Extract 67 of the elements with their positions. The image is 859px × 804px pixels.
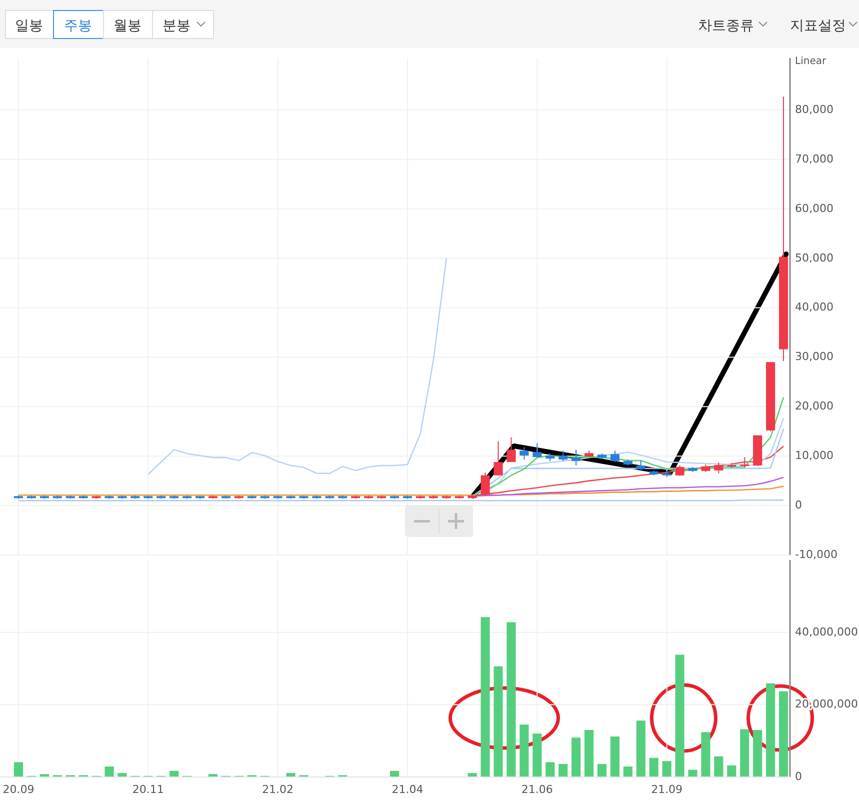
x-tick-label: 21.02	[262, 783, 294, 796]
text: 지표설정	[790, 18, 846, 34]
candlestick	[636, 460, 646, 470]
candlestick	[714, 462, 724, 474]
bar	[14, 762, 24, 777]
bar	[286, 773, 296, 777]
x-tick-label: 20.11	[132, 783, 164, 796]
bar	[104, 766, 114, 777]
bar	[636, 720, 646, 777]
bar	[532, 734, 542, 777]
bar	[649, 758, 658, 777]
y-tick-label: 80,000	[795, 102, 834, 116]
bar	[520, 724, 529, 777]
text: 차트종류	[698, 18, 754, 34]
y-tick-label: 40,000,000	[795, 625, 858, 638]
candlestick	[506, 436, 516, 463]
line-series	[472, 396, 784, 497]
text: Linear	[795, 56, 827, 67]
candlestick	[532, 442, 542, 458]
bar	[506, 622, 516, 777]
text: 월봉	[114, 18, 142, 34]
bar	[675, 654, 684, 777]
bar	[778, 691, 788, 777]
bar	[714, 756, 724, 777]
bar	[662, 761, 672, 777]
bar	[584, 730, 594, 777]
text: 분봉	[162, 18, 190, 34]
candlestick	[494, 440, 503, 476]
x-tick-label: 21.04	[392, 783, 424, 796]
candlestick	[740, 456, 750, 468]
candlestick	[520, 446, 529, 460]
bar	[610, 736, 620, 777]
bar	[546, 762, 555, 777]
candlestick	[675, 464, 684, 476]
y-tick-label: 60,000	[795, 202, 834, 215]
x-tick-label: 21.06	[521, 783, 553, 796]
bar	[701, 732, 710, 777]
y-tick-label: 0	[795, 770, 802, 784]
text: 일봉	[15, 18, 43, 34]
candlestick	[480, 472, 490, 496]
bar	[623, 766, 632, 777]
y-tick-label: 40,000	[795, 300, 834, 314]
y-tick-label: 70,000	[795, 152, 834, 166]
candlestick	[558, 450, 568, 462]
bar	[597, 764, 607, 777]
bar	[753, 730, 762, 777]
bar	[740, 729, 750, 777]
x-tick-label: 20.09	[2, 783, 34, 796]
bar	[494, 666, 503, 777]
bar	[558, 764, 568, 777]
bar	[572, 738, 581, 777]
bar	[688, 770, 698, 777]
bar	[118, 773, 127, 777]
bar	[480, 617, 490, 777]
x-tick-label: 21.09	[651, 783, 683, 796]
y-tick-label: 30,000	[795, 350, 834, 364]
bar	[766, 683, 776, 777]
candlestick	[572, 449, 581, 466]
text: 주봉	[64, 18, 92, 34]
candlestick	[610, 450, 620, 463]
y-tick-label: 20,000	[795, 400, 834, 413]
y-tick-label: 50,000	[795, 251, 834, 264]
y-tick-label: 0	[795, 498, 802, 512]
y-tick-label: 10,000	[795, 449, 834, 462]
y-tick-label: -10,000	[795, 548, 838, 562]
line-series	[148, 258, 448, 476]
bar	[727, 765, 736, 777]
